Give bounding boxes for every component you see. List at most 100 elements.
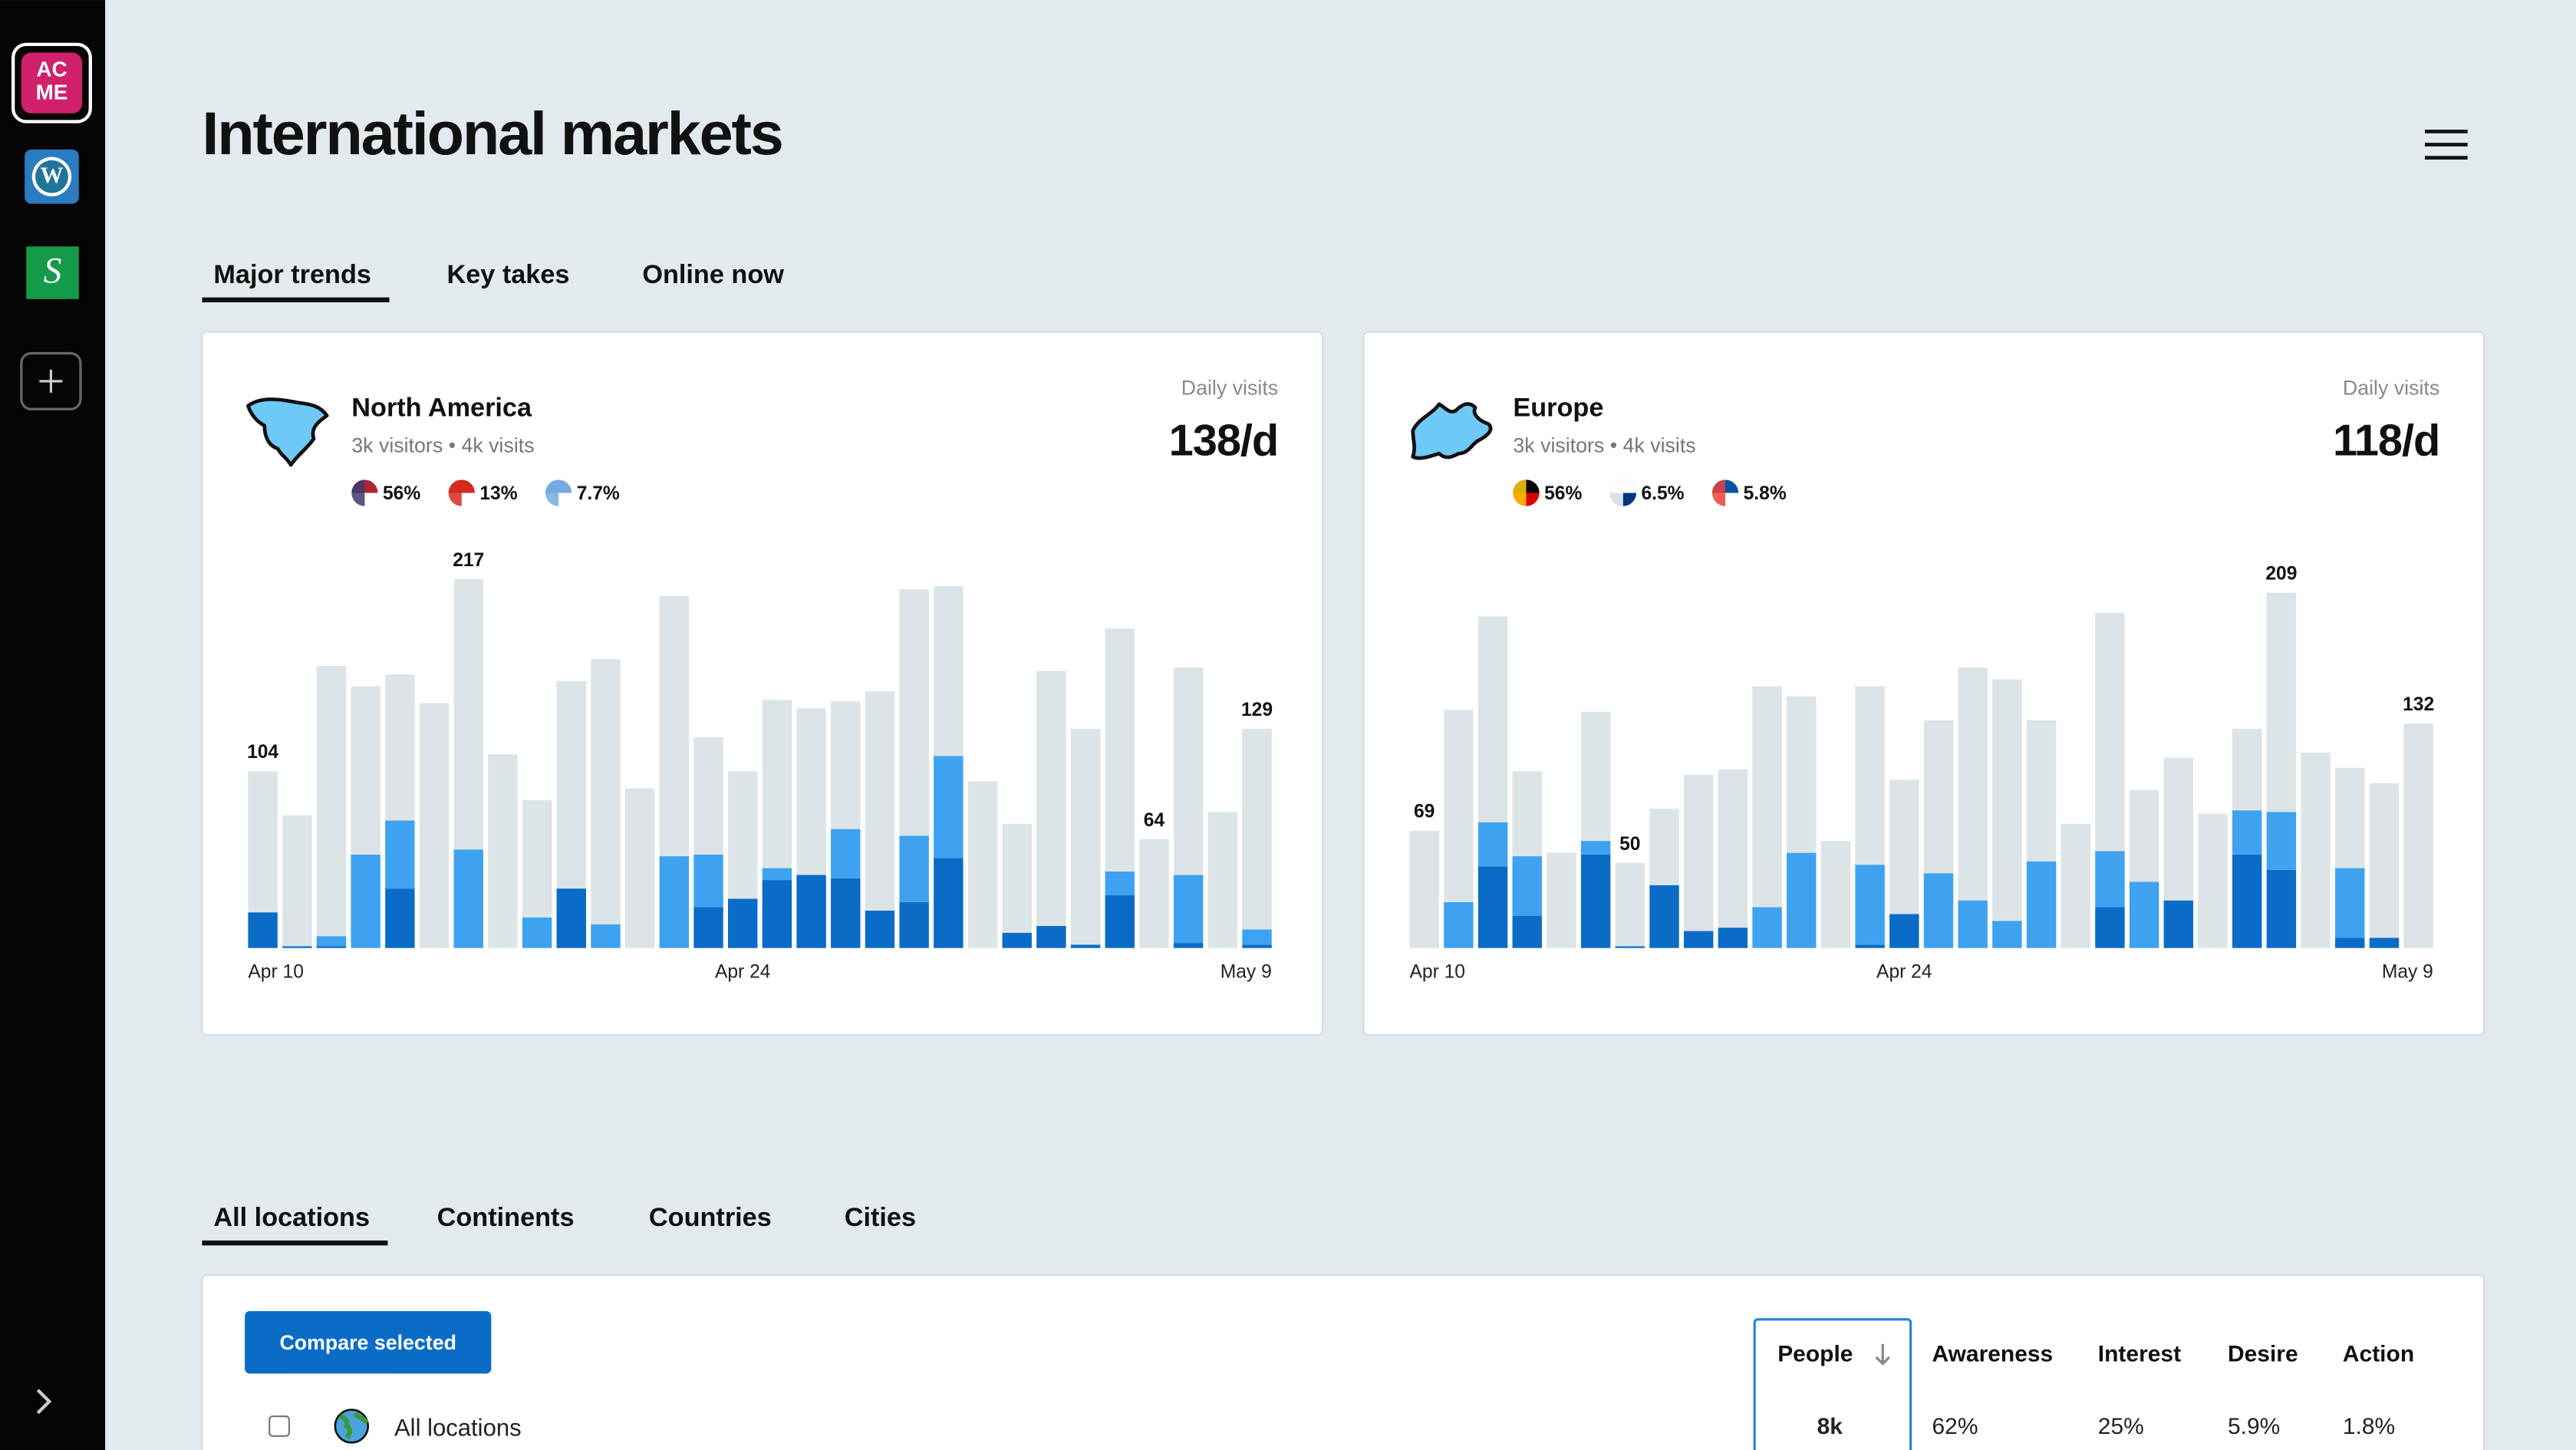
- data-label: 50: [1619, 834, 1640, 855]
- column-header[interactable]: Interest: [2098, 1342, 2181, 1367]
- bar-segment: [1787, 696, 1817, 853]
- bar-segment: [693, 737, 723, 855]
- bar-segment: [2232, 728, 2262, 811]
- location-tab[interactable]: Countries: [649, 1203, 772, 1232]
- continent-icon: [1411, 402, 1493, 460]
- tab[interactable]: Major trends: [213, 260, 371, 289]
- tab[interactable]: Key takes: [447, 260, 570, 289]
- bar-segment: [2335, 868, 2365, 938]
- bar-segment: [796, 875, 826, 948]
- flag-share: 7.7%: [577, 483, 620, 504]
- flag-part: [448, 479, 462, 506]
- bar-segment: [728, 898, 758, 948]
- tab[interactable]: Online now: [642, 260, 784, 289]
- bar-segment: [2335, 938, 2365, 948]
- flag-share: 56%: [1544, 483, 1582, 504]
- bar-segment: [2095, 851, 2125, 908]
- bar-segment: [1444, 901, 1474, 948]
- bar-segment: [1477, 866, 1508, 948]
- bar-segment: [556, 681, 586, 889]
- bar-segment: [934, 756, 964, 858]
- column-header[interactable]: People: [1777, 1342, 1853, 1367]
- bar-segment: [453, 578, 483, 850]
- bar-segment: [1718, 769, 1748, 928]
- row-checkbox[interactable]: [268, 1415, 290, 1437]
- bar-segment: [2232, 854, 2262, 948]
- s-app[interactable]: [26, 246, 79, 299]
- bar-segment: [2301, 752, 2331, 948]
- flag-part: [545, 479, 559, 506]
- bar-segment: [831, 829, 861, 878]
- cell: 1.8%: [2343, 1414, 2395, 1439]
- region-stats: 3k visitors • 4k visits: [1513, 434, 1695, 457]
- bar-segment: [762, 700, 792, 868]
- bar-segment: [556, 888, 586, 948]
- bar-segment: [2026, 720, 2057, 862]
- bar-segment: [248, 771, 278, 913]
- menu-icon[interactable]: [2424, 129, 2468, 160]
- bar-segment: [1444, 710, 1474, 902]
- flag-part: [351, 479, 365, 506]
- logo-ring[interactable]: [11, 42, 92, 124]
- bar-segment: [1207, 812, 1238, 948]
- bar-segment: [1889, 779, 1919, 914]
- bar-segment: [624, 788, 655, 948]
- s-glyph: S: [44, 251, 62, 291]
- bar-segment: [1615, 862, 1645, 947]
- bar-segment: [1512, 771, 1542, 857]
- plus-icon: [39, 369, 63, 393]
- bar-segment: [1752, 686, 1782, 908]
- flag-part: [1513, 479, 1527, 506]
- metric-label: Daily visits: [1181, 377, 1278, 400]
- bar-segment: [2026, 861, 2057, 948]
- bar-segment: [248, 912, 278, 948]
- bar-segment: [1139, 839, 1169, 948]
- column-header[interactable]: Awareness: [1932, 1342, 2054, 1367]
- add-app[interactable]: [20, 351, 82, 410]
- bar-segment: [2163, 757, 2194, 901]
- bar-segment: [1787, 852, 1817, 948]
- bar-segment: [1649, 809, 1679, 885]
- bar-segment: [2403, 723, 2433, 948]
- flag-part: [1609, 479, 1623, 506]
- bar-segment: [351, 854, 380, 948]
- bar-segment: [2198, 813, 2228, 948]
- bar-segment: [1820, 841, 1851, 948]
- bar-segment: [2335, 767, 2365, 868]
- logo[interactable]: [21, 52, 83, 114]
- bar-segment: [591, 658, 621, 924]
- bar-segment: [1002, 823, 1032, 933]
- expand-icon[interactable]: [36, 1389, 52, 1415]
- bar-segment: [1173, 667, 1204, 875]
- column-header[interactable]: Action: [2343, 1342, 2414, 1367]
- sidebar: [0, 0, 106, 1450]
- bar-segment: [1923, 720, 1954, 874]
- location-tab[interactable]: Cities: [845, 1203, 916, 1232]
- data-label: 69: [1414, 802, 1435, 822]
- bar-segment: [1409, 830, 1439, 948]
- bar-segment: [2163, 900, 2194, 948]
- region-stats: 3k visitors • 4k visits: [351, 434, 534, 457]
- bar-segment: [282, 815, 312, 947]
- compare-button-label: Compare selected: [279, 1331, 456, 1354]
- location-tab[interactable]: All locations: [213, 1203, 370, 1232]
- bar-segment: [1580, 841, 1611, 855]
- bar-segment: [351, 686, 380, 855]
- compare-button[interactable]: [245, 1311, 492, 1374]
- wordpress-icon: [35, 160, 68, 193]
- bar-segment: [1477, 616, 1508, 822]
- bar-segment: [488, 754, 518, 948]
- bar-segment: [865, 910, 895, 948]
- wordpress-glyph: W: [40, 163, 63, 188]
- bar-segment: [316, 936, 347, 947]
- bar-segment: [1242, 944, 1272, 948]
- bar-segment: [831, 701, 861, 829]
- data-label: 64: [1144, 810, 1165, 831]
- bar-segment: [2266, 869, 2297, 948]
- bar-segment: [2266, 592, 2297, 812]
- bar-segment: [1105, 871, 1135, 896]
- location-tab[interactable]: Continents: [437, 1203, 575, 1232]
- logo-text: ME: [36, 80, 68, 104]
- column-header[interactable]: Desire: [2228, 1342, 2298, 1367]
